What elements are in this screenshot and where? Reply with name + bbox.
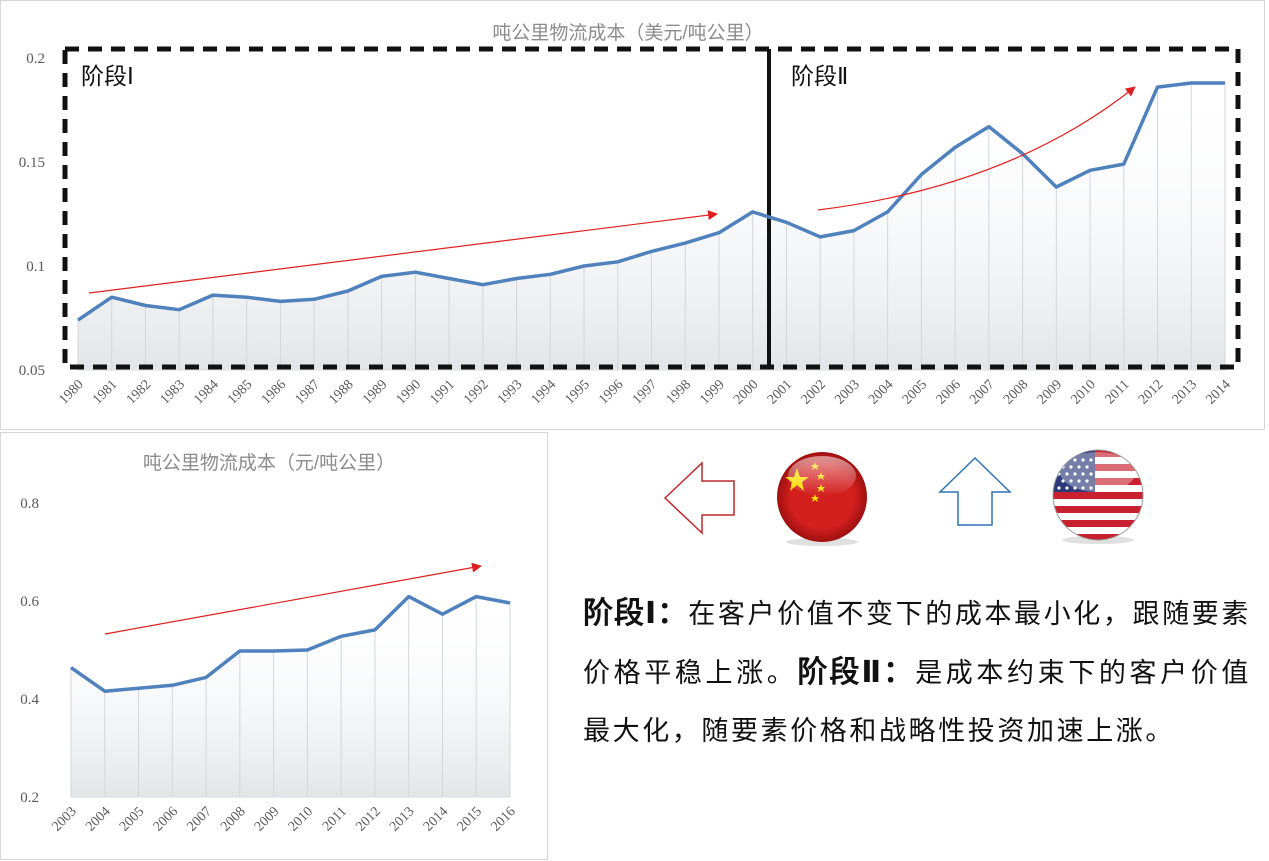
china-y-tick-label: 0.8: [20, 496, 39, 512]
us-x-tick-label: 1981: [90, 377, 120, 407]
china-chart-panel: 吨公里物流成本（元/吨公里） 0.2 0.4 0.6 0.8 2003 2004 2005…: [0, 432, 548, 860]
us-chart-y-axis: 0.05 0.1 0.15 0.2: [19, 51, 45, 379]
us-flag-icon: [1052, 449, 1144, 544]
china-chart-title: 吨公里物流成本（元/吨公里）: [143, 452, 395, 474]
china-x-tick-label: 2010: [286, 804, 316, 834]
stage1-desc-label: 阶段Ⅰ：: [583, 596, 689, 631]
us-x-tick-label: 1985: [225, 377, 255, 407]
us-x-tick-label: 1992: [461, 377, 491, 407]
stage2-desc-text: 是成本约束下的客户价值最大化，随要素价格和战略性投资加速上涨。: [583, 658, 1251, 747]
us-x-tick-label: 1998: [664, 377, 694, 407]
us-x-tick-label: 2009: [1035, 377, 1065, 407]
us-chart-panel: 吨公里物流成本（美元/吨公里） 0.05 0.1 0.15 0.2 1980 1981 1…: [0, 0, 1265, 430]
us-cost-chart: 吨公里物流成本（美元/吨公里） 0.050.10.150.2 1980 1981 1…: [19, 22, 1241, 408]
us-x-tick-label: 2008: [1001, 377, 1031, 407]
china-x-tick-label: 2005: [117, 804, 147, 834]
us-x-tick-label: 2014: [1203, 377, 1233, 407]
china-chart-area: [70, 596, 511, 797]
stage1-desc-text: 在客户价值不变下的成本最小化，跟随要素价格平稳上涨。: [583, 599, 1251, 689]
china-arrow-icon: [663, 461, 735, 535]
china-series-line: [69, 594, 511, 693]
us-chart-series: [77, 81, 1225, 322]
china-x-tick-label: 2003: [49, 804, 79, 834]
china-chart-x-axis: 2003 2004 2005 2006 2007 2008 2009 2010 2011 2012…: [49, 804, 518, 834]
us-x-tick-label: 1988: [326, 377, 356, 407]
us-x-tick-label: 2004: [866, 377, 896, 407]
china-y-tick-label: 0.4: [20, 692, 39, 708]
us-x-tick-label: 1986: [259, 377, 289, 407]
us-x-tick-label: 1989: [360, 377, 390, 407]
china-x-tick-label: 2014: [421, 804, 451, 834]
us-area-fill: [78, 83, 1225, 370]
us-arrow-icon: [938, 456, 1012, 526]
us-x-tick-label: 1990: [394, 377, 424, 407]
us-x-tick-label: 2005: [900, 377, 930, 407]
china-x-tick-label: 2012: [353, 804, 383, 834]
us-x-tick-label: 1987: [293, 377, 323, 407]
us-x-tick-label: 2011: [1103, 377, 1133, 407]
china-x-tick-label: 2006: [151, 804, 181, 834]
china-trend-arrow: [104, 562, 482, 635]
us-y-tick-label: 0.1: [26, 259, 45, 275]
china-x-tick-label: 2009: [252, 804, 282, 834]
us-x-tick-label: 2002: [799, 377, 829, 407]
stage-box: [62, 46, 1241, 370]
china-x-tick-label: 2007: [184, 804, 214, 834]
china-area-fill: [71, 596, 510, 797]
china-x-tick-label: 2008: [218, 804, 248, 834]
stage1-label: 阶段Ⅰ: [81, 64, 134, 90]
china-x-tick-label: 2011: [320, 804, 350, 834]
us-x-tick-label: 1994: [529, 377, 559, 407]
stage2-trend-arrow: [817, 86, 1136, 211]
us-x-tick-label: 2013: [1170, 377, 1200, 407]
us-y-tick-label: 0.15: [19, 155, 45, 171]
us-x-tick-label: 2010: [1068, 377, 1098, 407]
china-chart-y-axis: 0.2 0.4 0.6 0.8: [20, 496, 39, 806]
us-chart-title: 吨公里物流成本（美元/吨公里）: [492, 22, 763, 44]
stage2-desc-label: 阶段Ⅱ：: [797, 655, 916, 690]
stage2-label: 阶段Ⅱ: [791, 64, 848, 90]
us-chart-area: [77, 82, 1226, 370]
china-flag-icon: [777, 452, 867, 546]
us-x-tick-label: 1984: [191, 377, 221, 407]
us-y-tick-label: 0.2: [26, 51, 45, 67]
us-chart-x-axis: 1980 1981 1982 1983 1984 1985 1986 1987 1988 1989…: [56, 377, 1233, 407]
us-x-tick-label: 1980: [56, 377, 86, 407]
china-chart-series: [69, 594, 511, 693]
us-x-tick-label: 2007: [967, 377, 997, 407]
us-x-tick-label: 1996: [596, 377, 626, 407]
us-x-tick-label: 2003: [832, 377, 862, 407]
us-x-tick-label: 2000: [731, 377, 761, 407]
china-y-tick-label: 0.6: [20, 594, 39, 610]
us-series-line: [77, 81, 1225, 322]
us-x-tick-label: 1983: [158, 377, 188, 407]
stage1-trend-arrow: [88, 210, 718, 294]
us-x-tick-label: 1982: [124, 377, 154, 407]
china-x-tick-label: 2013: [387, 804, 417, 834]
us-x-tick-label: 1999: [697, 377, 727, 407]
us-x-tick-label: 1993: [495, 377, 525, 407]
us-x-tick-label: 1997: [630, 377, 660, 407]
us-x-tick-label: 2012: [1136, 377, 1166, 407]
china-cost-chart: 吨公里物流成本（元/吨公里） 0.2 0.4 0.6 0.8 2003 2004 2005…: [20, 452, 519, 835]
stage-description: 阶段Ⅰ：在客户价值不变下的成本最小化，跟随要素价格平稳上涨。阶段Ⅱ：是成本约束下…: [583, 585, 1251, 761]
us-x-tick-label: 1995: [562, 377, 592, 407]
china-x-tick-label: 2016: [488, 804, 518, 834]
china-x-tick-label: 2015: [455, 804, 485, 834]
us-x-tick-label: 2006: [934, 377, 964, 407]
us-y-tick-label: 0.05: [19, 363, 45, 379]
us-x-tick-label: 2001: [765, 377, 795, 407]
us-x-tick-label: 1991: [428, 377, 458, 407]
china-y-tick-label: 0.2: [20, 790, 39, 806]
china-x-tick-label: 2004: [83, 804, 113, 834]
